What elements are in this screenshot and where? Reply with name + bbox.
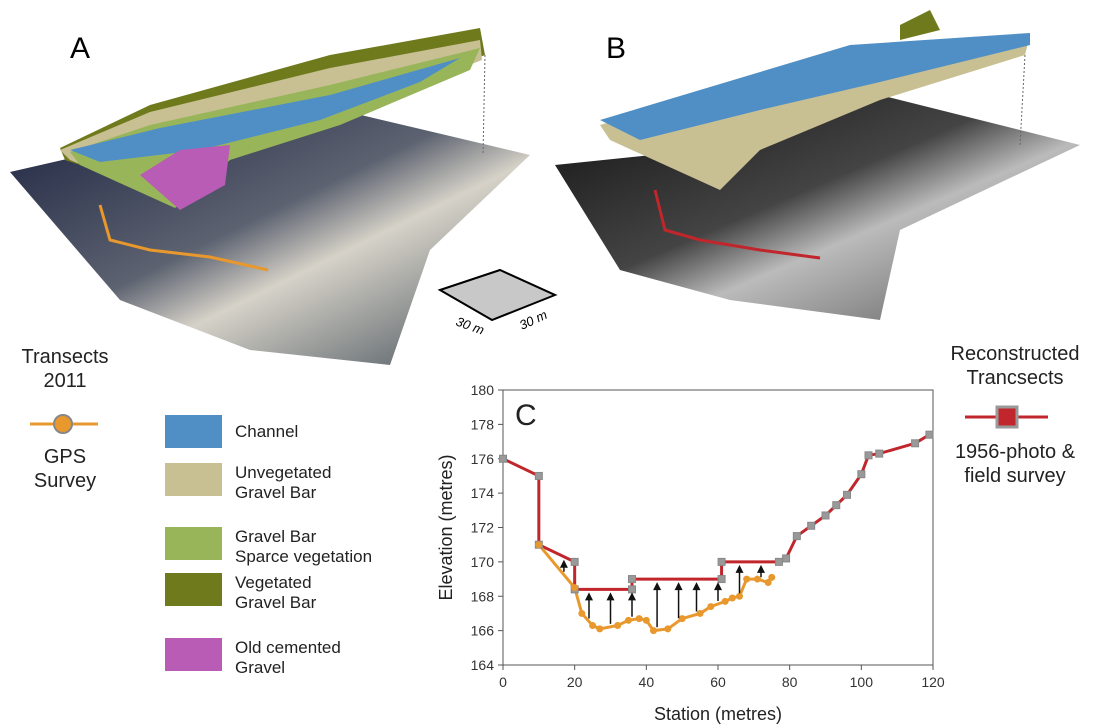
x-tick-label: 20 (567, 674, 583, 690)
point (707, 603, 714, 610)
point (679, 615, 686, 622)
legend-title: Transects 2011 (10, 345, 120, 393)
y-tick-label: 172 (471, 520, 495, 536)
point (650, 627, 657, 634)
legend-label: Vegetated Gravel Bar (235, 573, 316, 614)
point (535, 541, 542, 548)
arrow-head (675, 582, 683, 590)
point (578, 610, 585, 617)
panel-label: B (606, 32, 626, 65)
point (926, 431, 933, 438)
y-tick-label: 180 (471, 382, 495, 398)
point (768, 574, 775, 581)
legend-marker (997, 407, 1017, 427)
x-tick-label: 120 (921, 674, 945, 690)
x-tick-label: 60 (710, 674, 726, 690)
y-tick-label: 176 (471, 451, 495, 467)
point (775, 558, 782, 565)
point (844, 491, 851, 498)
scale-label: 30 m (454, 314, 486, 338)
arrow-head (653, 582, 661, 590)
point (571, 584, 578, 591)
x-axis-label: Station (metres) (654, 704, 782, 724)
arrow-head (628, 592, 636, 600)
arrow-head (757, 565, 765, 573)
point (571, 558, 578, 565)
point (808, 522, 815, 529)
point (500, 455, 507, 462)
x-tick-label: 100 (850, 674, 874, 690)
point (625, 617, 632, 624)
point (697, 610, 704, 617)
legend-label: Old cemented Gravel (235, 638, 341, 679)
legend-swatch (165, 573, 222, 606)
point (718, 558, 725, 565)
point (664, 625, 671, 632)
point (858, 471, 865, 478)
point (865, 452, 872, 459)
legend-label: 1956-photo & field survey (930, 440, 1100, 488)
legend-label: Unvegetated Gravel Bar (235, 463, 331, 504)
legend-swatch (165, 527, 222, 560)
panel-a-terrain (10, 28, 530, 365)
point (833, 502, 840, 509)
arrow-head (736, 565, 744, 573)
arrow-head (693, 582, 701, 590)
legend-swatch (165, 415, 222, 448)
x-tick-label: 0 (499, 674, 507, 690)
point (736, 593, 743, 600)
point (754, 576, 761, 583)
panel-label: A (70, 32, 90, 65)
arrow-head (714, 582, 722, 590)
point (535, 472, 542, 479)
legend-label: Channel (235, 422, 298, 442)
scale-label: 30 m (517, 307, 550, 333)
point (643, 617, 650, 624)
point (793, 533, 800, 540)
point (614, 622, 621, 629)
y-tick-label: 168 (471, 588, 495, 604)
y-tick-label: 166 (471, 623, 495, 639)
legend-marker (54, 415, 72, 433)
y-tick-label: 178 (471, 416, 495, 432)
point (589, 622, 596, 629)
point (596, 625, 603, 632)
y-axis-label: Elevation (metres) (436, 454, 456, 600)
point (718, 576, 725, 583)
x-tick-label: 80 (782, 674, 798, 690)
arrow-head (607, 592, 615, 600)
point (629, 586, 636, 593)
y-tick-label: 174 (471, 485, 495, 501)
point (876, 450, 883, 457)
y-tick-label: 170 (471, 554, 495, 570)
point (912, 440, 919, 447)
panel-label: C (515, 399, 537, 432)
legend-label: Gravel Bar Sparce vegetation (235, 527, 372, 568)
panel-b-terrain (555, 10, 1080, 320)
x-tick-label: 40 (639, 674, 655, 690)
point (822, 512, 829, 519)
figure: 30 m 30 m A B 164 166 168 170 172 174 176 178 18… (0, 0, 1110, 726)
point (629, 576, 636, 583)
plot-frame (503, 390, 933, 665)
arrow-head (560, 560, 568, 568)
legend-label: GPS Survey (10, 445, 120, 493)
point (729, 594, 736, 601)
arrow-head (585, 592, 593, 600)
chart-c: 164 166 168 170 172 174 176 178 180 0 20 40 60 80 100 1… (436, 382, 945, 724)
legend-swatch (165, 463, 222, 496)
point (722, 598, 729, 605)
point (783, 555, 790, 562)
point (636, 615, 643, 622)
y-tick-label: 164 (471, 657, 495, 673)
point (743, 576, 750, 583)
legend-swatch (165, 638, 222, 671)
legend-title: Reconstructed Trancsects (930, 342, 1100, 390)
